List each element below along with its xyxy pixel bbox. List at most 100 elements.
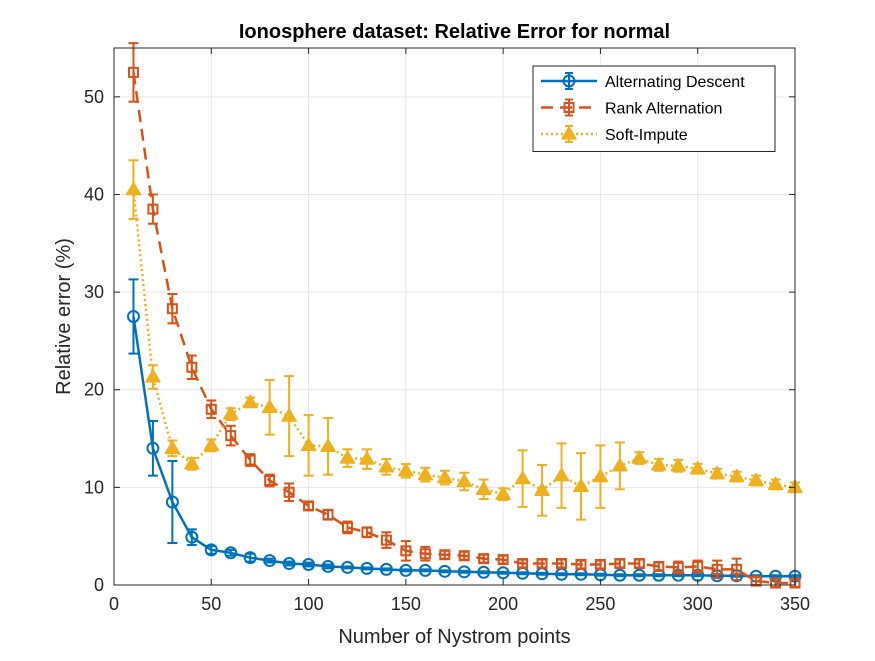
- data-point: [536, 558, 548, 570]
- ticks: 0 50 100 150 200 250 300 350 0 10 20 30 40 50: [84, 48, 810, 614]
- chart-title: Ionosphere dataset: Relative Error for n…: [239, 21, 670, 43]
- data-point: [437, 469, 453, 484]
- data-point: [711, 563, 723, 575]
- data-point: [222, 406, 239, 420]
- data-point: [400, 545, 412, 557]
- data-point: [728, 468, 745, 483]
- data-point: [361, 526, 373, 538]
- series-line: [132, 316, 795, 578]
- data-point: [224, 546, 238, 560]
- data-point: [614, 558, 626, 570]
- legend-label: Alternating Descent: [605, 74, 745, 91]
- data-point: [125, 181, 142, 196]
- data-point: [592, 468, 609, 483]
- data-point: [303, 500, 315, 512]
- data-point: [631, 450, 648, 464]
- x-tick-label: 50: [201, 594, 221, 614]
- x-tick-label: 300: [683, 594, 713, 614]
- data-point: [359, 451, 375, 465]
- data-point: [340, 560, 354, 574]
- y-tick-label: 0: [94, 575, 104, 595]
- series-line: [132, 72, 795, 585]
- data-point: [418, 563, 432, 577]
- y-tick-label: 20: [84, 380, 104, 400]
- data-point: [553, 467, 570, 482]
- x-tick-label: 150: [391, 594, 421, 614]
- data-point: [378, 459, 395, 473]
- data-point: [496, 566, 510, 580]
- x-axis-label: Number of Nystrom points: [338, 626, 570, 648]
- data-point: [398, 463, 414, 477]
- data-point: [692, 560, 704, 572]
- y-tick-label: 30: [84, 282, 104, 302]
- data-point: [283, 486, 295, 498]
- series-layer: [125, 42, 803, 589]
- axes-box: [113, 47, 796, 586]
- data-point: [653, 560, 665, 572]
- x-tick-label: 0: [109, 594, 119, 614]
- data-point: [612, 458, 628, 472]
- y-tick-label: 10: [84, 477, 104, 497]
- y-axis-label: Relative error (%): [53, 238, 75, 395]
- data-point: [264, 475, 276, 487]
- data-point: [457, 565, 471, 579]
- data-point: [282, 557, 296, 571]
- data-point: [165, 495, 179, 509]
- data-point: [225, 430, 237, 442]
- series-2: [125, 159, 803, 521]
- data-point: [185, 530, 199, 544]
- data-point: [380, 534, 392, 546]
- legend-marker: [561, 126, 577, 140]
- data-point: [497, 554, 509, 566]
- x-tick-label: 250: [585, 594, 615, 614]
- data-point: [300, 437, 317, 452]
- data-point: [573, 478, 589, 493]
- data-point: [281, 408, 297, 422]
- data-point: [166, 303, 178, 315]
- data-point: [651, 457, 667, 471]
- data-point: [770, 577, 782, 589]
- data-point: [145, 369, 161, 383]
- data-point: [322, 509, 334, 521]
- data-point: [126, 310, 140, 323]
- data-point: [127, 66, 139, 78]
- data-point: [748, 472, 764, 487]
- data-point: [244, 454, 256, 466]
- data-point: [360, 561, 374, 575]
- data-point: [731, 563, 743, 575]
- data-point: [419, 548, 431, 560]
- data-point: [517, 558, 529, 570]
- legend-label: Rank Alternation: [605, 101, 722, 118]
- data-point: [458, 550, 470, 562]
- data-point: [302, 557, 316, 571]
- data-point: [321, 559, 335, 573]
- data-point: [379, 562, 393, 576]
- data-point: [709, 465, 725, 480]
- data-point: [243, 551, 257, 565]
- data-point: [556, 558, 568, 570]
- data-point: [439, 549, 451, 561]
- data-point: [514, 470, 531, 485]
- data-point: [478, 553, 490, 565]
- data-point: [767, 476, 784, 491]
- data-point: [341, 521, 353, 533]
- legend: Alternating Descent Rank Alternation Soft-…: [532, 65, 776, 152]
- data-point: [146, 441, 160, 455]
- data-point: [672, 561, 684, 573]
- data-point: [186, 361, 198, 373]
- data-point: [263, 554, 277, 568]
- data-point: [689, 461, 706, 475]
- data-point: [438, 564, 452, 578]
- data-point: [495, 486, 511, 500]
- data-point: [242, 394, 258, 409]
- data-point: [204, 543, 218, 557]
- x-tick-label: 350: [780, 594, 810, 614]
- data-point: [399, 563, 413, 577]
- x-tick-label: 100: [294, 594, 324, 614]
- data-point: [575, 558, 587, 570]
- data-point: [632, 568, 646, 582]
- data-point: [456, 473, 472, 488]
- data-point: [205, 403, 217, 415]
